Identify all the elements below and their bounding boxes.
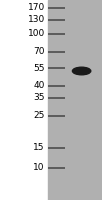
- Text: 40: 40: [33, 81, 45, 90]
- Text: 70: 70: [33, 47, 45, 56]
- Text: 130: 130: [28, 16, 45, 24]
- Text: 15: 15: [33, 144, 45, 152]
- Text: 170: 170: [28, 3, 45, 12]
- Text: 35: 35: [33, 94, 45, 102]
- Text: 10: 10: [33, 163, 45, 172]
- Text: 55: 55: [33, 64, 45, 73]
- Text: 25: 25: [33, 111, 45, 120]
- Text: 100: 100: [28, 29, 45, 38]
- Bar: [48, 0, 102, 200]
- Ellipse shape: [72, 67, 91, 75]
